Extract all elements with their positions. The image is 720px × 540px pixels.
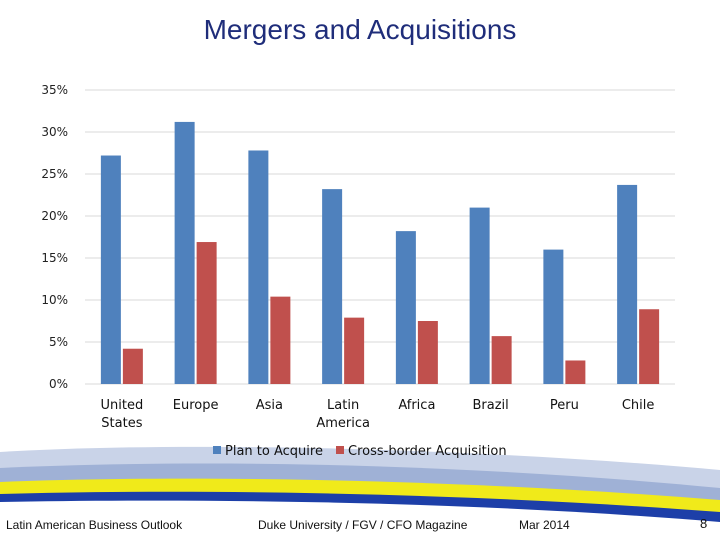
bar-plan-to-acquire-3 xyxy=(322,189,343,384)
legend-cross-border-swatch xyxy=(336,446,344,454)
chart-title: Mergers and Acquisitions xyxy=(203,14,517,45)
bar-cross-border-2 xyxy=(270,296,291,384)
x-category-label: Chile xyxy=(622,398,655,413)
x-category-label: United States xyxy=(101,398,144,431)
y-tick-label: 0% xyxy=(49,377,68,391)
bar-plan-to-acquire-4 xyxy=(395,231,416,384)
bar-plan-to-acquire-0 xyxy=(100,155,121,384)
y-tick-label: 15% xyxy=(41,251,68,265)
bar-cross-border-3 xyxy=(344,317,365,384)
x-category-label: Peru xyxy=(550,398,579,413)
y-tick-label: 35% xyxy=(41,83,68,97)
y-axis-ticks: 0% 5% 10% 15% 20% 25% 30% 35% xyxy=(41,83,68,391)
bars xyxy=(100,121,660,385)
bar-cross-border-0 xyxy=(122,348,143,384)
footer-left-text: Latin American Business Outlook xyxy=(6,518,183,532)
y-tick-label: 5% xyxy=(49,335,68,349)
footer-banner-decoration xyxy=(0,446,720,540)
bar-plan-to-acquire-1 xyxy=(174,121,195,385)
bar-plan-to-acquire-6 xyxy=(543,249,564,384)
x-category-label: Africa xyxy=(398,398,435,413)
legend-plan-to-acquire-swatch xyxy=(213,446,221,454)
bar-cross-border-4 xyxy=(417,321,438,384)
bar-cross-border-5 xyxy=(491,336,512,384)
bar-cross-border-6 xyxy=(565,360,586,384)
chart-canvas: 0% 5% 10% 15% 20% 25% 30% 35% United States Europ… xyxy=(41,83,675,459)
page-number: 8 xyxy=(700,516,708,531)
y-tick-label: 30% xyxy=(41,125,68,139)
y-tick-label: 20% xyxy=(41,209,68,223)
bar-plan-to-acquire-5 xyxy=(469,207,490,384)
y-tick-label: 10% xyxy=(41,293,68,307)
legend-plan-to-acquire-label: Plan to Acquire xyxy=(225,444,323,459)
bar-cross-border-1 xyxy=(196,242,217,384)
x-category-label: Europe xyxy=(173,398,219,413)
bar-plan-to-acquire-2 xyxy=(248,150,269,384)
legend: Plan to Acquire Cross-border Acquisition xyxy=(213,444,507,459)
footer-center-text: Duke University / FGV / CFO Magazine xyxy=(258,518,468,532)
legend-cross-border-label: Cross-border Acquisition xyxy=(348,444,507,459)
bar-cross-border-7 xyxy=(639,309,660,384)
y-tick-label: 25% xyxy=(41,167,68,181)
footer-date: Mar 2014 xyxy=(519,518,570,532)
bar-plan-to-acquire-7 xyxy=(617,184,638,384)
gridlines xyxy=(85,89,675,385)
x-category-label: Asia xyxy=(256,398,283,413)
x-category-label: Latin America xyxy=(316,398,370,431)
x-category-label: Brazil xyxy=(472,398,508,413)
x-axis-labels: United States Europe Asia Latin America Africa… xyxy=(101,398,655,431)
